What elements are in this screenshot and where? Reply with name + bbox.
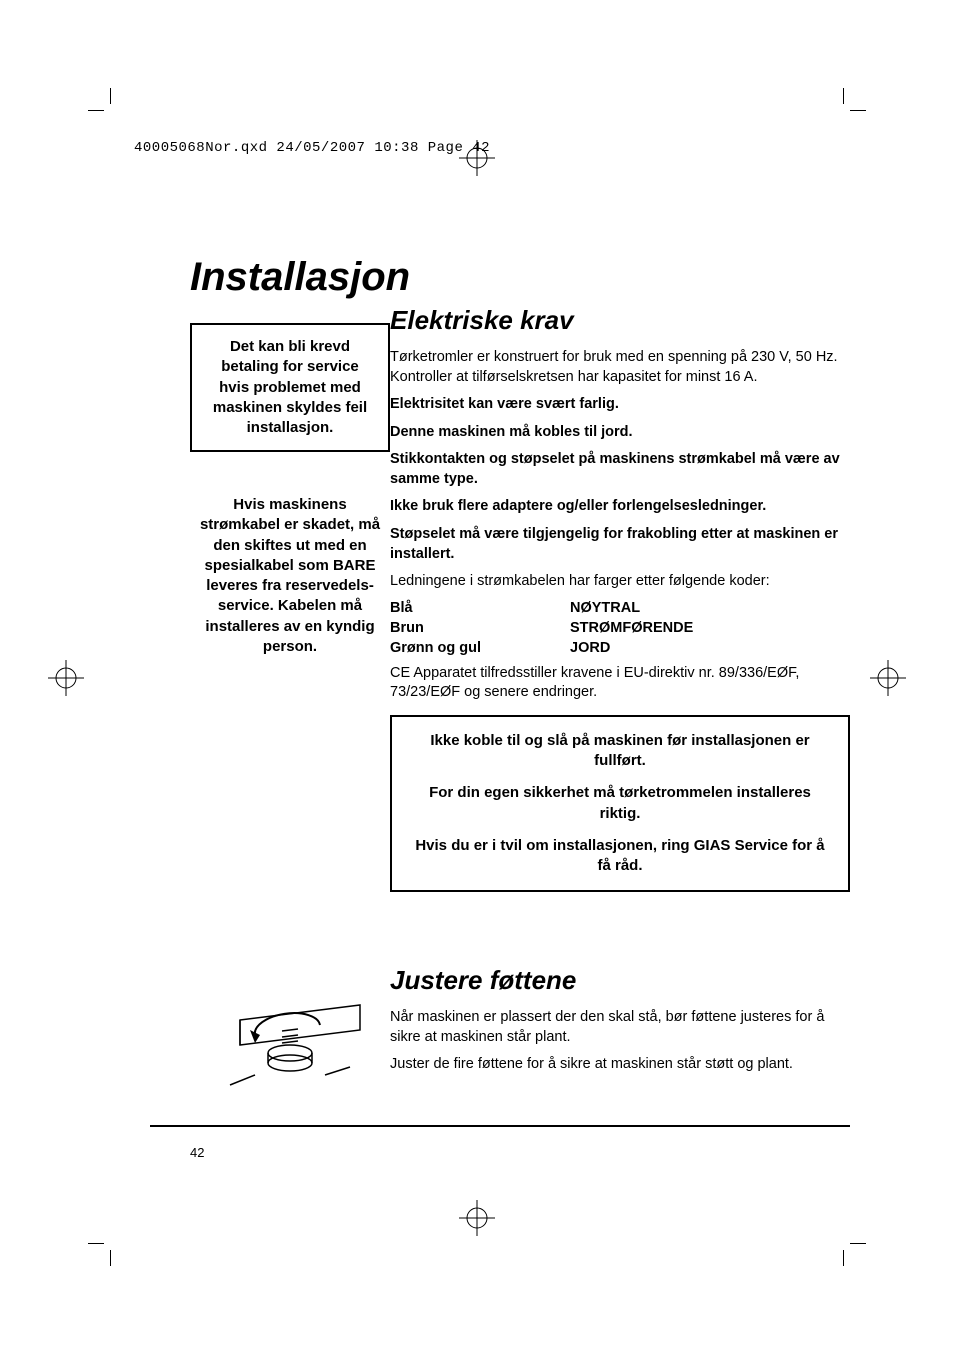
section1-p3: CE Apparatet tilfredsstiller kravene i E… — [390, 664, 850, 703]
right-column-1: Elektriske krav Tørketromler er konstrue… — [390, 305, 850, 906]
right-column-2: Justere føttene Når maskinen er plassert… — [390, 965, 850, 1083]
crop-mark — [88, 110, 104, 111]
section2-p2: Juster de fire føttene for å sikre at ma… — [390, 1055, 850, 1075]
section1-b2: Denne maskinen må kobles til jord. — [390, 423, 850, 443]
wire-color: Grønn og gul — [390, 640, 570, 656]
registration-mark-left — [48, 660, 84, 696]
registration-mark-right — [870, 660, 906, 696]
section1-p2: Ledningene i strømkabelen har farger ett… — [390, 572, 850, 592]
info-box-p2: For din egen sikkerhet må tørketrommelen… — [410, 783, 830, 824]
section1-b3: Stikkontakten og støpselet på maskinens … — [390, 450, 850, 489]
callout-text-2: Hvis maskinens strømkabel er skadet, må … — [190, 495, 390, 657]
left-column: Det kan bli krevd betaling for service h… — [190, 315, 390, 452]
registration-mark-top — [459, 140, 495, 176]
info-box: Ikke koble til og slå på maskinen før in… — [390, 715, 850, 893]
page-title: Installasjon — [190, 255, 850, 300]
header-runline: 40005068Nor.qxd 24/05/2007 10:38 Page 42 — [134, 140, 490, 156]
wire-row: Grønn og gul JORD — [390, 640, 850, 656]
section2-title: Justere føttene — [390, 965, 850, 996]
section1-title: Elektriske krav — [390, 305, 850, 336]
crop-mark — [850, 1243, 866, 1244]
crop-mark — [850, 110, 866, 111]
registration-mark-bottom — [459, 1200, 495, 1236]
foot-adjust-figure — [220, 975, 370, 1100]
crop-mark — [88, 1243, 104, 1244]
wire-color: Brun — [390, 620, 570, 636]
wire-row: Blå NØYTRAL — [390, 600, 850, 616]
section1-b5: Støpselet må være tilgjengelig for frako… — [390, 525, 850, 564]
crop-mark — [843, 1250, 844, 1266]
section1-p1: Tørketromler er konstruert for bruk med … — [390, 348, 850, 387]
footer-rule — [150, 1125, 850, 1127]
wire-meaning: JORD — [570, 640, 610, 656]
crop-mark — [110, 88, 111, 104]
wire-color: Blå — [390, 600, 570, 616]
section1-b1: Elektrisitet kan være svært farlig. — [390, 395, 850, 415]
page-content: Installasjon Det kan bli krevd betaling … — [190, 255, 850, 324]
section1-b4: Ikke bruk flere adaptere og/eller forlen… — [390, 497, 850, 517]
left-column-2: Hvis maskinens strømkabel er skadet, må … — [190, 495, 390, 657]
wire-meaning: STRØMFØRENDE — [570, 620, 693, 636]
crop-mark — [843, 88, 844, 104]
wire-row: Brun STRØMFØRENDE — [390, 620, 850, 636]
wire-meaning: NØYTRAL — [570, 600, 640, 616]
callout-box-1: Det kan bli krevd betaling for service h… — [190, 323, 390, 452]
crop-mark — [110, 1250, 111, 1266]
section2-p1: Når maskinen er plassert der den skal st… — [390, 1008, 850, 1047]
info-box-p1: Ikke koble til og slå på maskinen før in… — [410, 731, 830, 772]
info-box-p3: Hvis du er i tvil om installasjonen, rin… — [410, 836, 830, 877]
page-number: 42 — [190, 1145, 204, 1160]
